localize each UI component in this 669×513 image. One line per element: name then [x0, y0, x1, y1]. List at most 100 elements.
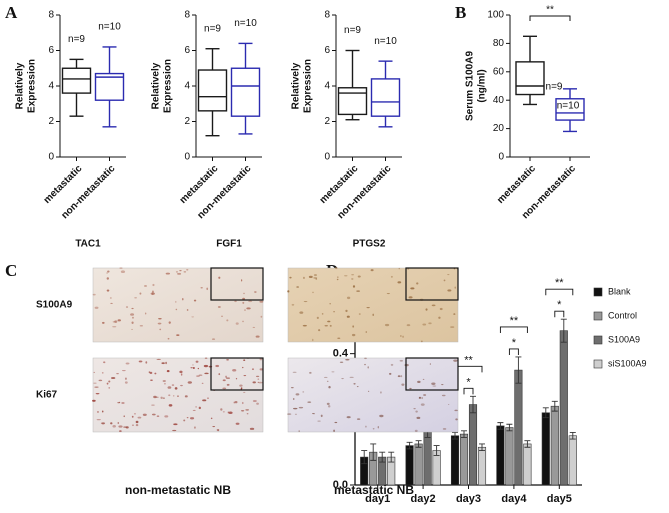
tissue-texture [299, 311, 304, 314]
tissue-texture [101, 422, 105, 425]
error-bar [506, 423, 513, 432]
tissue-texture [135, 420, 139, 424]
tissue-texture [150, 292, 155, 295]
tissue-texture [92, 399, 96, 402]
significance-bracket [454, 365, 483, 373]
y-tick-label: 8 [324, 10, 330, 21]
bar [550, 405, 559, 486]
tissue-texture [131, 307, 134, 310]
tissue-texture [321, 313, 324, 315]
tissue-texture [311, 412, 314, 415]
tissue-texture [210, 417, 213, 420]
micrograph [92, 357, 264, 433]
tissue-texture [150, 379, 153, 381]
tissue-texture [118, 425, 123, 428]
tissue-texture [156, 415, 160, 417]
y-axis-label: Relatively [15, 62, 26, 109]
tissue-texture [341, 378, 344, 380]
tissue-texture [137, 416, 142, 419]
significance-label: * [466, 376, 471, 388]
panel-letter: B [455, 3, 466, 22]
tissue-texture [196, 375, 200, 377]
y-tick-label: 0 [48, 152, 54, 163]
tissue-texture [195, 360, 199, 363]
bar [477, 446, 487, 486]
tissue-texture [257, 378, 260, 380]
tissue-texture [351, 274, 355, 276]
error-bar [569, 432, 576, 440]
tissue-texture [328, 385, 331, 389]
tissue-texture [315, 278, 318, 280]
tissue-texture [234, 300, 237, 303]
error-bar [461, 430, 467, 438]
tissue-texture [422, 378, 425, 380]
tissue-texture [93, 382, 97, 384]
tissue-texture [168, 394, 171, 397]
tissue-texture [255, 375, 260, 378]
tissue-texture [110, 376, 116, 379]
error-bar [515, 356, 522, 384]
bar [450, 435, 460, 486]
y-axis-label: Relatively [291, 62, 302, 109]
tissue-texture [357, 275, 361, 278]
tissue-texture [183, 419, 186, 422]
tissue-texture [454, 409, 458, 412]
significance-label: * [512, 337, 517, 349]
tissue-texture [117, 319, 121, 322]
tissue-texture [218, 276, 221, 279]
sample-size: n=10 [98, 22, 121, 33]
tissue-texture [410, 287, 415, 290]
y-tick-label: 4 [48, 81, 54, 92]
tissue-texture [194, 426, 196, 429]
micrograph [287, 357, 459, 433]
tissue-texture [390, 363, 394, 366]
tissue-texture [303, 301, 308, 303]
sample-size: n=10 [234, 18, 257, 29]
tissue-texture [232, 368, 237, 372]
tissue-texture [176, 334, 180, 336]
tissue-texture [242, 301, 245, 304]
tissue-texture [101, 410, 104, 413]
y-tick-label: 6 [324, 45, 330, 56]
tissue-texture [329, 324, 332, 327]
tissue-texture [200, 287, 203, 289]
tissue-texture [287, 413, 292, 415]
tissue-texture [455, 418, 458, 421]
tissue-texture [386, 292, 390, 295]
tissue-texture [139, 325, 144, 327]
tissue-texture [416, 282, 419, 285]
tissue-texture [114, 320, 118, 323]
bar [405, 445, 414, 486]
tissue-texture [431, 304, 436, 307]
tissue-texture [243, 375, 247, 377]
significance-bracket [499, 326, 528, 333]
tissue-texture [313, 274, 317, 276]
y-axis-label: Relatively [151, 62, 162, 109]
tissue-texture [327, 404, 331, 408]
tissue-texture [303, 276, 305, 279]
significance-label: ** [546, 5, 554, 16]
tissue-texture [235, 422, 240, 425]
legend-swatch [593, 287, 603, 297]
bar [514, 369, 523, 486]
error-bar [524, 440, 531, 448]
tissue-texture [222, 411, 225, 413]
tissue-texture [135, 424, 139, 427]
tissue-texture [324, 325, 328, 327]
tissue-texture [252, 326, 256, 328]
tissue-texture [192, 409, 196, 411]
tissue-texture [243, 359, 246, 362]
tissue-texture [94, 386, 99, 388]
tissue-texture [121, 402, 125, 404]
error-bar [406, 441, 413, 450]
x-tick-label: day2 [411, 493, 436, 505]
tissue-texture [212, 425, 216, 428]
tissue-texture [292, 371, 297, 373]
tissue-texture [420, 403, 425, 406]
x-tick-label: metastatic [495, 163, 538, 206]
box [230, 67, 261, 117]
tissue-texture [298, 406, 304, 409]
tissue-texture [367, 390, 370, 393]
tissue-texture [326, 380, 329, 382]
tissue-texture [447, 289, 452, 292]
